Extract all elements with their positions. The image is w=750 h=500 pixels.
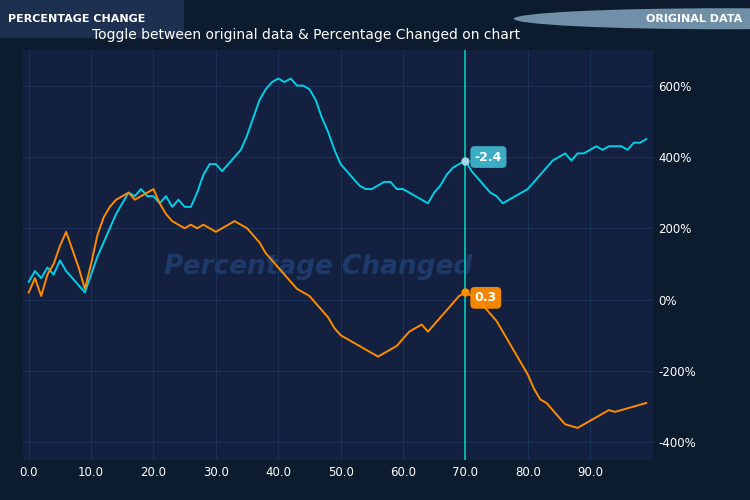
- FancyBboxPatch shape: [0, 0, 184, 38]
- Text: -2.4: -2.4: [475, 150, 502, 164]
- Title: Toggle between original data & Percentage Changed on chart: Toggle between original data & Percentag…: [92, 28, 520, 42]
- Circle shape: [514, 8, 750, 29]
- Text: 0.3: 0.3: [475, 292, 496, 304]
- Text: Percentage Changed: Percentage Changed: [164, 254, 472, 280]
- Text: ORIGINAL DATA: ORIGINAL DATA: [646, 14, 742, 24]
- Text: PERCENTAGE CHANGE: PERCENTAGE CHANGE: [8, 14, 145, 24]
